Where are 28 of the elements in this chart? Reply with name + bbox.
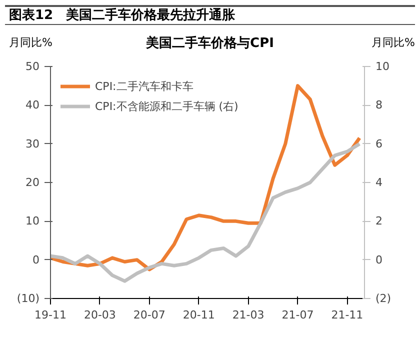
x-tick-label: 20-07 <box>133 308 166 322</box>
line-series <box>50 142 362 283</box>
x-tick-label: 21-11 <box>331 308 364 322</box>
y-tick-label: 30 <box>26 137 40 150</box>
y-axis-title: 月同比% <box>9 35 52 51</box>
y-tick-label: (10) <box>16 292 40 305</box>
y2-tick-label: (2) <box>376 292 392 305</box>
x-tick-label: 21-03 <box>232 308 264 322</box>
legend-label: CPI:不含能源和二手车辆 (右) <box>95 98 238 114</box>
y2-tick-label: 2 <box>376 214 382 228</box>
y2-tick-label: 4 <box>376 176 382 189</box>
x-tick-label: 21-07 <box>282 308 314 322</box>
x-tick-label: 20-11 <box>182 308 215 322</box>
y2-tick-label: 8 <box>376 98 382 112</box>
y2-axis-title: 月同比% <box>372 35 415 51</box>
y2-tick-label: 0 <box>376 253 382 266</box>
x-tick-label: 19-11 <box>34 308 66 322</box>
chart-subtitle: 图表12 美国二手车价格最先拉升通胀 <box>9 7 236 25</box>
chart-title: 美国二手车价格与CPI <box>146 35 274 53</box>
y-tick-label: 20 <box>26 176 40 189</box>
y-tick-label: 50 <box>26 60 40 73</box>
y2-tick-label: 6 <box>376 137 382 150</box>
legend-label: CPI:二手汽车和卡车 <box>95 78 194 94</box>
x-tick-label: 20-03 <box>84 308 116 322</box>
y-tick-label: 40 <box>26 98 40 112</box>
y-tick-label: 10 <box>26 214 40 228</box>
y2-tick-label: 10 <box>376 60 390 73</box>
y-tick-label: 0 <box>32 253 40 266</box>
